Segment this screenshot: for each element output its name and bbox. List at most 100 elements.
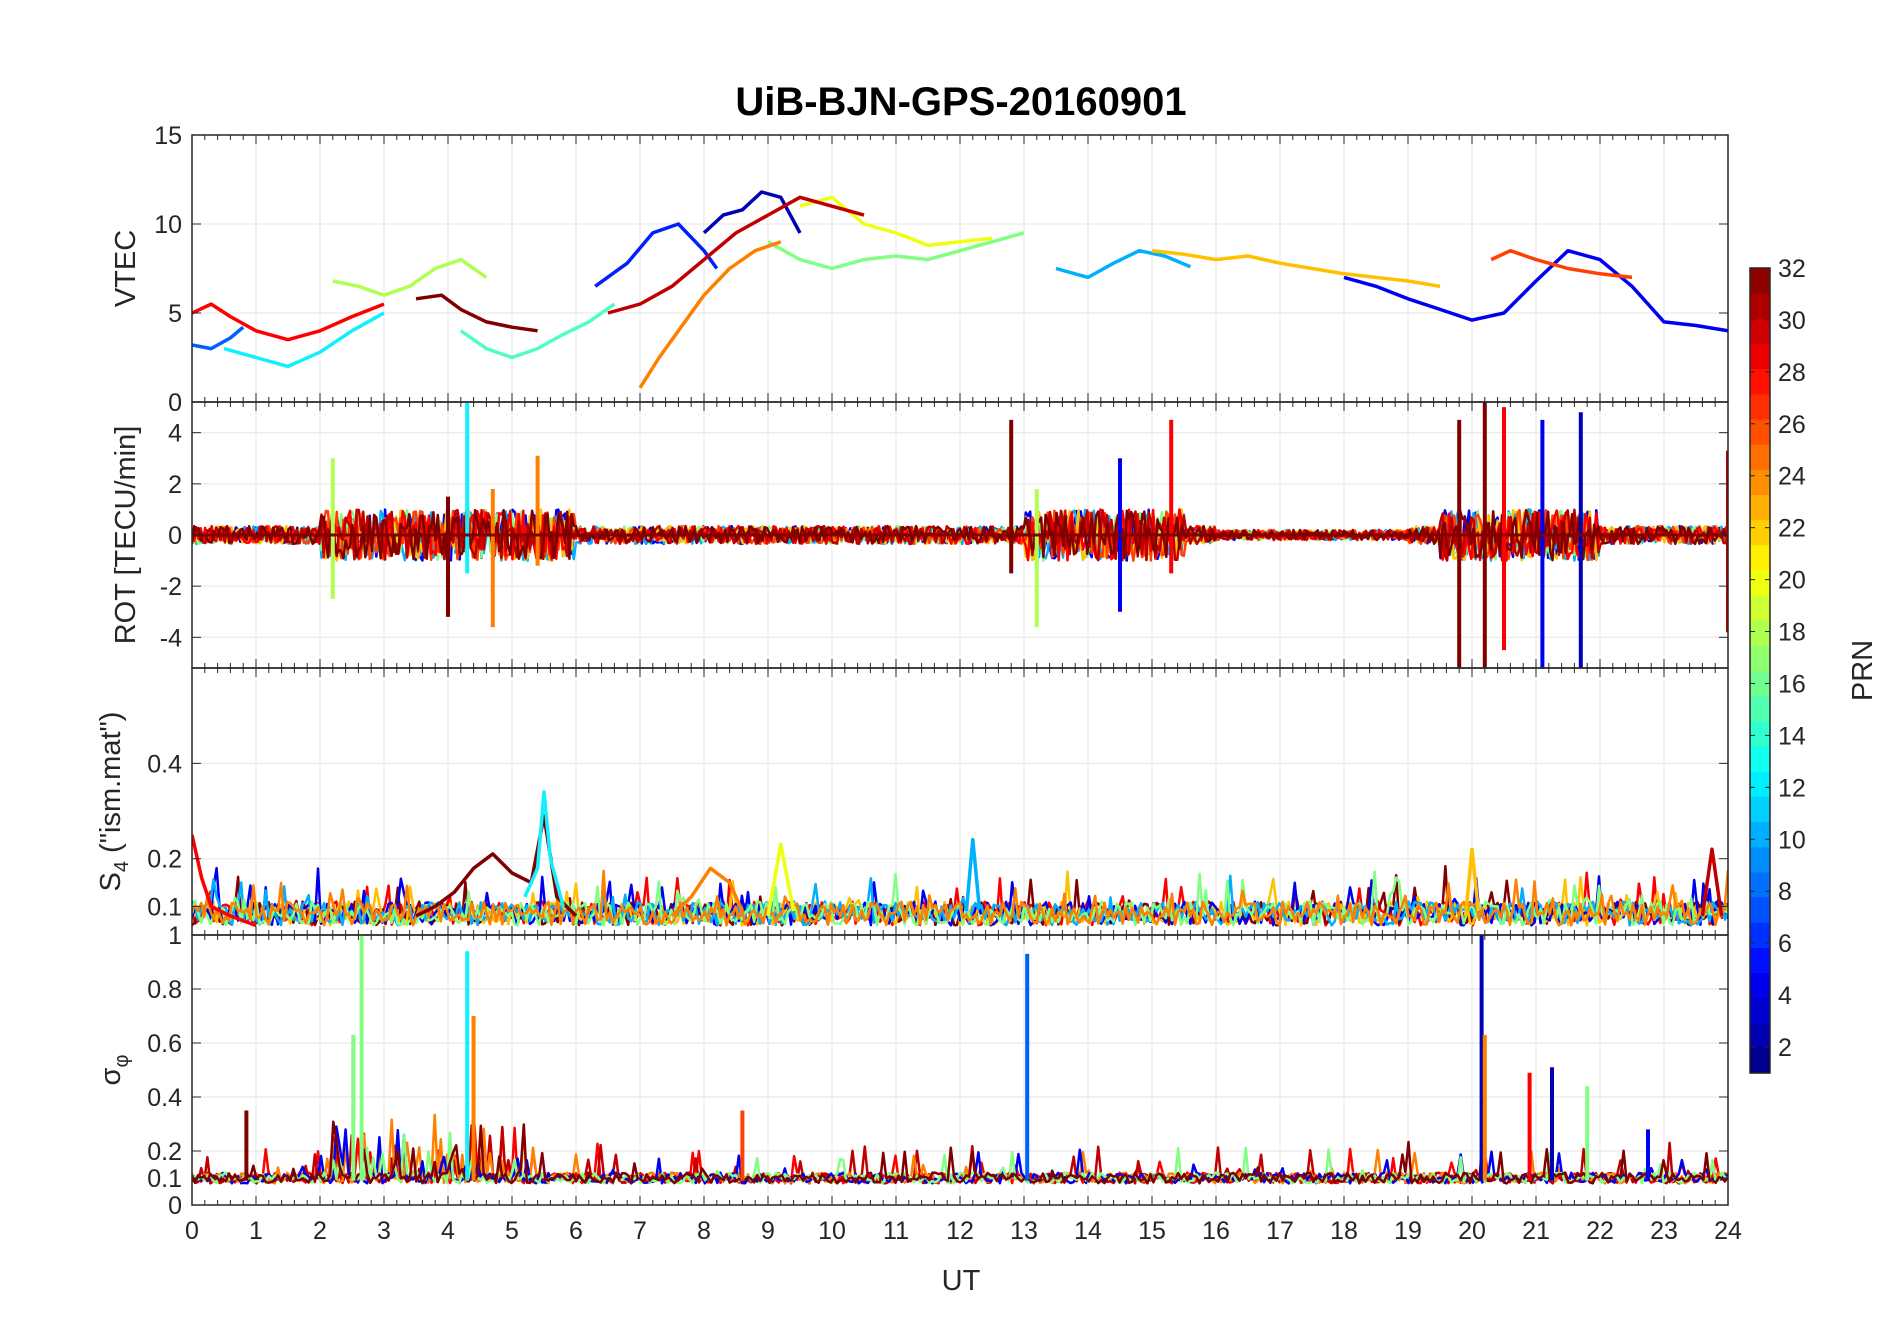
panel-vtec: 0 5 10 15 VTEC xyxy=(110,122,1729,417)
x-ticks-sigma-phi xyxy=(191,935,1729,1205)
colorbar-step xyxy=(1750,771,1770,797)
y-tick-label: 0.8 xyxy=(147,976,182,1004)
colorbar-step xyxy=(1750,418,1770,445)
colorbar-tick-label: 30 xyxy=(1778,307,1806,335)
colorbar-step xyxy=(1750,519,1770,546)
colorbar-step xyxy=(1750,595,1770,621)
series-prn-14 xyxy=(459,302,616,360)
colorbar-step xyxy=(1750,569,1770,596)
y-axis-label: σφ xyxy=(95,1055,133,1086)
grid-s4 xyxy=(191,668,1729,935)
x-tick-label: 3 xyxy=(377,1217,391,1245)
colorbar-step xyxy=(1750,318,1770,345)
x-axis: 0 1 2 3 4 5 6 7 8 9 10 11 12 13 14 15 16 17 18 19 20 21 22 23 24 xyxy=(185,1217,1742,1245)
series-prn-2 xyxy=(702,190,802,235)
y-tick-label: 1 xyxy=(168,922,182,950)
colorbar-step xyxy=(1750,720,1770,747)
x-tick-label: 19 xyxy=(1394,1217,1422,1245)
series-prn-24 xyxy=(670,866,744,918)
y-tick-label: 0.2 xyxy=(147,846,182,874)
grid-vtec xyxy=(191,134,1729,403)
y-tick-label: 0.4 xyxy=(147,750,182,778)
panel-rot: -4 -2 0 2 4 ROT [TECU/min] xyxy=(110,401,1729,669)
colorbar-step xyxy=(1750,494,1770,521)
colorbar-tick-label: 14 xyxy=(1778,722,1806,750)
colorbar-step xyxy=(1750,821,1770,848)
x-axis-label: UT xyxy=(942,1265,981,1297)
colorbar-step xyxy=(1750,871,1770,898)
series-prn-12 xyxy=(223,311,385,369)
colorbar-step xyxy=(1750,368,1770,395)
colorbar-step xyxy=(1750,670,1770,697)
x-tick-label: 15 xyxy=(1138,1217,1166,1245)
y-axis-label: VTEC xyxy=(110,230,142,307)
series-prn-26 xyxy=(1490,248,1633,280)
colorbar-tick-label: 2 xyxy=(1778,1034,1792,1062)
colorbar-step xyxy=(1750,745,1770,772)
sigma-noise-line xyxy=(192,1120,1728,1185)
panel-s4: 0.1 0.2 0.4 S4 ("ism.mat") xyxy=(95,667,1729,936)
colorbar-step xyxy=(1750,796,1770,823)
series-prn-4 xyxy=(1343,248,1728,333)
x-tick-label: 5 xyxy=(505,1217,519,1245)
colorbar-step xyxy=(1750,972,1770,999)
x-tick-label: 24 xyxy=(1714,1217,1742,1245)
y-tick-label: -4 xyxy=(160,624,182,652)
series-prn-24 xyxy=(638,240,782,389)
series-prn-28 xyxy=(192,834,257,928)
colorbar-step xyxy=(1750,1022,1770,1049)
y-tick-label: 0 xyxy=(168,522,182,550)
colorbar-tick-label: 12 xyxy=(1778,774,1806,802)
x-tick-label: 22 xyxy=(1586,1217,1614,1245)
y-axis-label: ROT [TECU/min] xyxy=(110,426,142,645)
series-prn-8 xyxy=(192,325,245,351)
y-tick-label: 10 xyxy=(154,211,182,239)
x-tick-label: 21 xyxy=(1522,1217,1550,1245)
colorbar-tick-label: 18 xyxy=(1778,619,1806,647)
y-tick-label: 0 xyxy=(168,389,182,417)
plot-s4 xyxy=(192,790,1728,928)
series-prn-32 xyxy=(415,293,538,333)
x-tick-label: 0 xyxy=(185,1217,199,1245)
colorbar-step xyxy=(1750,896,1770,923)
colorbar-tick-label: 8 xyxy=(1778,878,1792,906)
x-tick-label: 13 xyxy=(1010,1217,1038,1245)
series-prn-28 xyxy=(192,302,385,342)
x-tick-label: 10 xyxy=(818,1217,846,1245)
y-tick-label: 0.1 xyxy=(147,893,182,921)
y-tick-label: 0.6 xyxy=(147,1030,182,1058)
colorbar-tick-label: 24 xyxy=(1778,463,1806,491)
colorbar-tick-label: 28 xyxy=(1778,359,1806,387)
x-tick-label: 7 xyxy=(633,1217,647,1245)
x-tick-label: 20 xyxy=(1458,1217,1486,1245)
colorbar-step xyxy=(1750,695,1770,722)
y-tick-label: 15 xyxy=(154,122,182,150)
x-tick-label: 23 xyxy=(1650,1217,1678,1245)
series-prn-10 xyxy=(964,837,981,912)
colorbar-step xyxy=(1750,1047,1770,1074)
series-prn-16 xyxy=(767,231,1025,271)
colorbar-step xyxy=(1750,620,1770,646)
y-tick-label: 0.2 xyxy=(147,1138,182,1166)
colorbar-frame xyxy=(1749,267,1771,1074)
y-axis-label: S4 ("ism.mat") xyxy=(95,712,133,892)
x-tick-label: 16 xyxy=(1202,1217,1230,1245)
x-tick-label: 9 xyxy=(761,1217,775,1245)
y-tick-label: 0.1 xyxy=(147,1165,182,1193)
x-tick-label: 14 xyxy=(1074,1217,1102,1245)
x-tick-label: 17 xyxy=(1266,1217,1294,1245)
series-prn-6 xyxy=(594,222,719,288)
colorbar-tick-label: 22 xyxy=(1778,515,1806,543)
y-tick-label: 5 xyxy=(168,300,182,328)
series-prn-10 xyxy=(1055,248,1192,280)
colorbar-tick-label: 16 xyxy=(1778,670,1806,698)
series-prn-22 xyxy=(1151,248,1441,289)
y-tick-label: -2 xyxy=(160,573,182,601)
series-prn-20 xyxy=(799,195,993,248)
colorbar-tick-label: 6 xyxy=(1778,930,1792,958)
colorbar-step xyxy=(1750,268,1770,294)
chart-title: UiB-BJN-GPS-20160901 xyxy=(735,80,1186,124)
